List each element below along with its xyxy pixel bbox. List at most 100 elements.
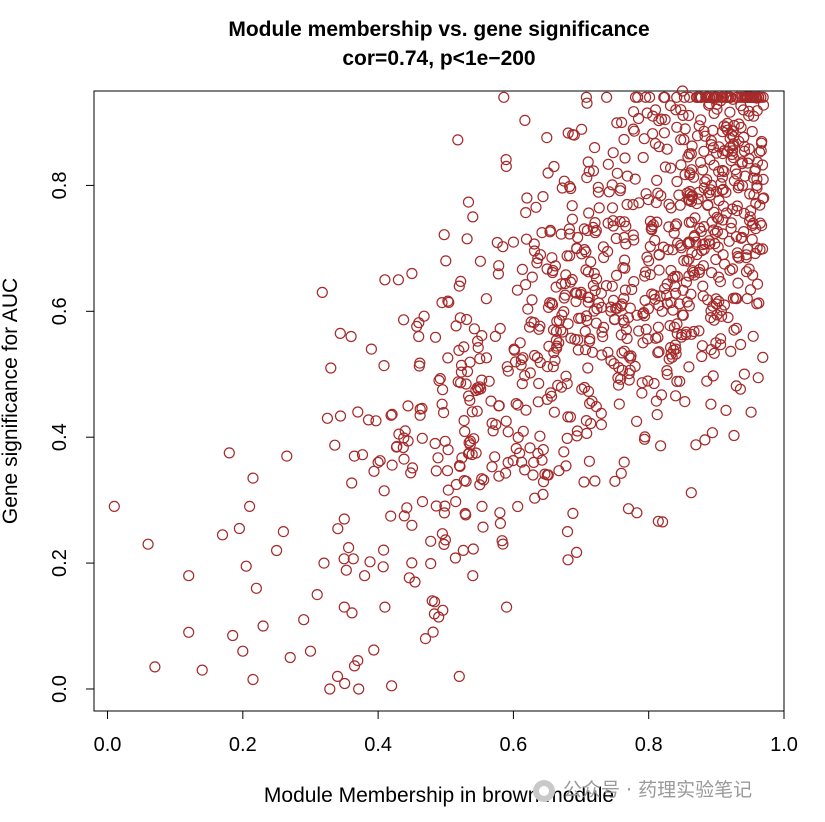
data-point — [334, 327, 346, 339]
data-point — [663, 198, 675, 210]
data-point — [679, 396, 691, 408]
data-point — [425, 557, 437, 570]
data-point — [631, 309, 643, 321]
data-point — [374, 455, 386, 467]
data-point — [656, 305, 668, 317]
data-point — [620, 324, 633, 336]
watermark: 公众号 · 药理实验笔记 — [533, 775, 752, 802]
data-point — [544, 387, 557, 399]
data-point — [442, 484, 454, 496]
data-point — [733, 252, 745, 264]
data-point — [480, 352, 493, 364]
data-point — [687, 171, 700, 183]
data-point — [665, 264, 677, 277]
data-point — [467, 570, 479, 582]
data-point — [472, 335, 484, 347]
data-point — [582, 291, 594, 303]
data-point — [647, 219, 659, 231]
data-point — [517, 425, 529, 437]
data-point — [500, 415, 512, 427]
data-point — [436, 398, 448, 410]
data-point — [486, 461, 498, 473]
data-point — [250, 582, 262, 594]
data-point — [646, 224, 658, 236]
data-point — [627, 106, 640, 118]
data-point — [597, 321, 610, 333]
data-point — [745, 205, 757, 217]
data-point — [653, 346, 665, 358]
data-point — [671, 121, 683, 133]
data-point — [671, 175, 683, 188]
data-point — [356, 449, 369, 461]
data-point — [693, 186, 705, 198]
data-point — [352, 406, 364, 418]
data-point — [467, 211, 479, 223]
data-point — [304, 645, 317, 657]
data-point — [439, 435, 451, 447]
data-point — [636, 387, 648, 399]
data-point — [392, 274, 404, 286]
data-point — [685, 487, 697, 499]
data-point — [524, 442, 536, 454]
data-point — [567, 507, 579, 520]
data-point — [502, 426, 514, 438]
data-point — [386, 680, 398, 692]
data-point — [453, 460, 466, 472]
data-point — [466, 448, 478, 461]
data-point — [455, 275, 467, 287]
data-point — [271, 544, 283, 557]
data-point — [743, 263, 755, 275]
x-axis: 0.0 0.2 0.4 0.6 0.8 1.0 — [94, 710, 798, 756]
y-tick-label: 0.4 — [49, 423, 71, 451]
data-point — [461, 313, 473, 326]
data-point — [544, 224, 557, 236]
data-point — [654, 440, 667, 452]
data-point — [223, 447, 235, 459]
data-point — [324, 683, 336, 695]
data-point — [708, 347, 720, 359]
watermark-text: 公众号 · 药理实验笔记 — [563, 779, 753, 801]
data-point — [439, 500, 451, 512]
data-point — [449, 552, 461, 564]
data-point — [565, 182, 577, 195]
data-point — [651, 216, 663, 228]
data-point — [697, 280, 709, 292]
data-point — [571, 425, 584, 437]
data-point — [436, 528, 448, 540]
data-point — [497, 241, 509, 253]
data-point — [705, 179, 718, 191]
data-point — [618, 254, 631, 266]
data-point — [674, 375, 686, 387]
points-layer — [108, 85, 770, 695]
data-point — [386, 459, 398, 471]
data-point — [483, 375, 495, 387]
data-point — [747, 217, 759, 229]
data-point — [716, 164, 729, 177]
data-point — [589, 285, 601, 297]
data-point — [629, 91, 642, 103]
data-point — [669, 280, 681, 292]
data-point — [739, 170, 751, 182]
data-point — [618, 345, 631, 357]
data-point — [514, 337, 526, 349]
data-point — [578, 476, 590, 488]
data-point — [688, 230, 701, 242]
data-point — [614, 373, 627, 385]
data-point — [561, 525, 574, 538]
data-point — [671, 375, 683, 387]
data-point — [548, 160, 560, 173]
y-tick-label: 0.2 — [49, 549, 71, 577]
data-point — [729, 164, 742, 176]
data-point — [461, 365, 474, 378]
data-point — [405, 467, 417, 479]
data-point — [493, 400, 505, 412]
data-point — [618, 456, 630, 468]
data-point — [440, 255, 452, 267]
data-point — [502, 365, 514, 377]
data-point — [610, 269, 623, 281]
data-point — [619, 152, 631, 164]
data-point — [611, 167, 623, 179]
data-point — [621, 198, 633, 211]
data-point — [434, 373, 446, 385]
data-point — [676, 329, 688, 341]
